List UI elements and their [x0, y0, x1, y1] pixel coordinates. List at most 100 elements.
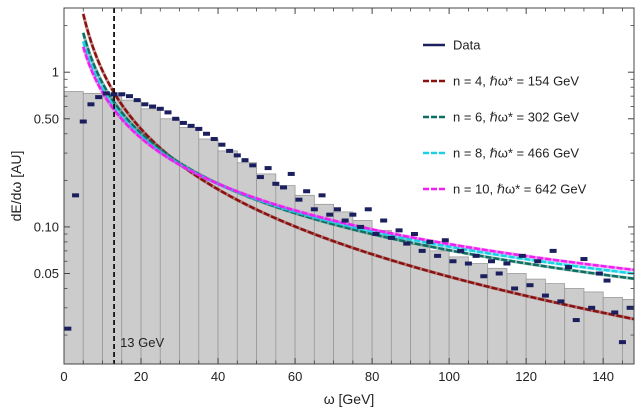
data-point [618, 340, 626, 345]
data-point [72, 193, 80, 198]
data-point [87, 102, 95, 107]
data-point [357, 224, 365, 229]
axis-ticks: 0 20 40 60 80 100 120 140 0.05 0.10 0.50 1 [34, 8, 634, 384]
data-point [464, 261, 472, 266]
plot-frame [63, 7, 635, 365]
histogram-bar [64, 91, 84, 364]
y-tick-label: 0.10 [34, 219, 59, 234]
data-point [503, 261, 511, 266]
data-point [156, 106, 164, 111]
legend-label: Data [453, 38, 481, 53]
data-point [64, 326, 72, 331]
data-point [195, 126, 203, 131]
data-point [264, 166, 272, 171]
data-point [218, 142, 226, 147]
histogram-bar [602, 297, 623, 364]
data-point [280, 185, 288, 190]
data-point [164, 110, 172, 115]
data-point [203, 131, 210, 136]
reference-line-label: 13 GeV [120, 335, 164, 350]
data-point [418, 248, 426, 253]
data-point [426, 239, 434, 244]
data-point [557, 299, 565, 304]
histogram-bar [102, 95, 123, 364]
y-axis-title: dE/dω [AU] [8, 151, 24, 222]
x-tick-label: 60 [288, 369, 302, 384]
data-point [295, 197, 303, 202]
x-tick-label: 120 [515, 369, 537, 384]
data-point [79, 119, 87, 124]
data-point [480, 274, 488, 279]
data-point [287, 171, 295, 176]
histogram-bar [487, 267, 508, 364]
data-point [580, 257, 588, 262]
legend-label: n = 6, ℏω* = 302 GeV [453, 110, 579, 125]
histogram-bar [333, 211, 354, 364]
data-point [449, 259, 457, 264]
data-point [133, 98, 141, 103]
histogram-bar [564, 288, 585, 364]
data-point [603, 278, 611, 283]
data-points [64, 91, 634, 345]
data-point [549, 248, 557, 253]
data-point [472, 253, 480, 258]
data-point [534, 259, 542, 264]
data-point [434, 253, 442, 258]
data-point [565, 265, 573, 270]
histogram-bar [429, 250, 450, 364]
data-point [210, 137, 218, 142]
data-point [380, 218, 388, 223]
data-point [95, 95, 103, 100]
legend-label: n = 4, ℏω* = 154 GeV [453, 74, 579, 89]
data-point [333, 207, 341, 212]
x-tick-label: 140 [592, 369, 614, 384]
data-point [102, 91, 110, 96]
x-tick-label: 100 [438, 369, 460, 384]
data-point [488, 259, 495, 264]
data-point [395, 228, 403, 233]
data-point [272, 181, 280, 186]
y-tick-label: 1 [52, 65, 59, 80]
data-point [349, 212, 357, 217]
data-point [626, 305, 634, 310]
data-point [226, 148, 234, 153]
data-point [526, 283, 534, 288]
data-point [326, 212, 334, 217]
y-tick-label: 0.05 [34, 266, 59, 281]
histogram-bar [448, 256, 469, 364]
data-point [403, 241, 411, 246]
data-point [149, 104, 157, 109]
histogram-bar [371, 229, 392, 364]
data-point [410, 231, 418, 236]
curve-line [82, 32, 634, 280]
data-point [541, 293, 549, 298]
data-point [179, 120, 187, 125]
x-tick-label: 0 [60, 369, 67, 384]
data-point [588, 305, 596, 310]
data-point [595, 271, 603, 276]
legend: Data n = 4, ℏω* = 154 GeV n = 6, ℏω* = 302… [423, 38, 587, 197]
histogram-bar [467, 263, 489, 364]
data-point [110, 92, 118, 97]
histogram-bar [294, 194, 315, 364]
model-curves [81, 13, 634, 321]
histogram-bar [198, 138, 219, 364]
data-point [141, 102, 149, 107]
data-point [457, 248, 465, 253]
data-point [372, 231, 380, 236]
data-point [125, 94, 133, 99]
x-axis-title: ω [GeV] [324, 391, 375, 407]
data-point [611, 310, 619, 315]
data-point [118, 92, 126, 97]
curve-line [82, 41, 634, 275]
data-point [187, 123, 195, 128]
histogram-bar [390, 237, 412, 364]
frame-border [63, 7, 635, 365]
data-point [172, 116, 180, 121]
data-point [572, 318, 580, 323]
data-point [364, 207, 372, 212]
data-point [256, 175, 264, 180]
data-point [241, 158, 249, 163]
data-point [303, 189, 311, 194]
